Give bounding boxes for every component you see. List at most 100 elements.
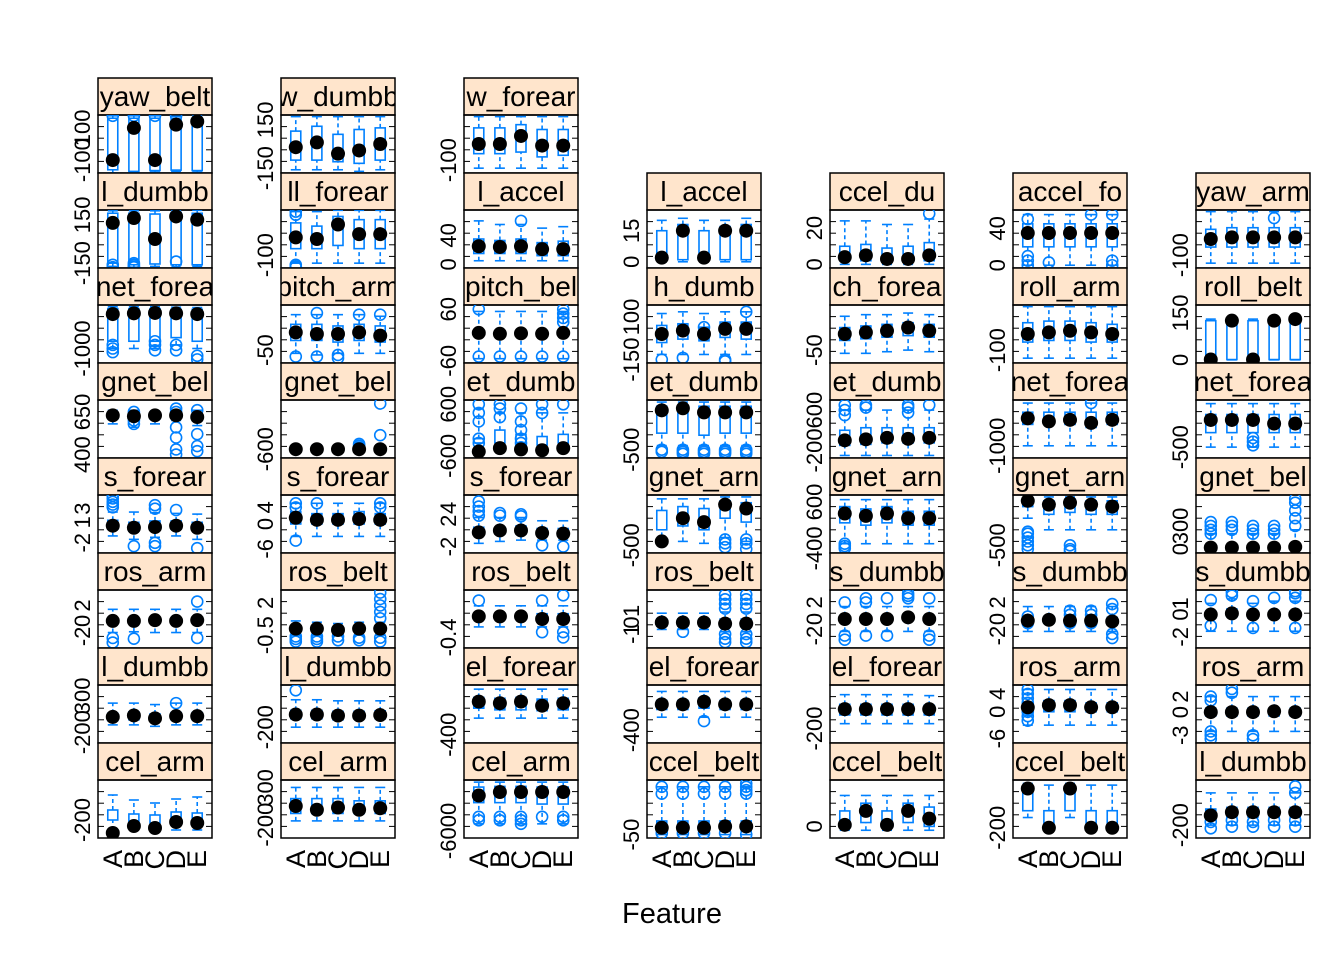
box-median-dot — [492, 696, 507, 711]
panel-strip — [829, 172, 945, 211]
box-outlier — [106, 495, 120, 502]
box-iqr — [494, 429, 506, 444]
box-median-dot — [880, 702, 894, 717]
panel-strip — [463, 362, 579, 401]
box-median-dot — [697, 327, 711, 341]
box-outlier — [1105, 258, 1119, 268]
panel-column: ABCDEaccel_fo040roll_arm-100net_forea-10… — [985, 172, 1130, 870]
box-outlier — [1063, 538, 1077, 552]
y-tick-label: 20 — [802, 216, 827, 240]
box-median-dot — [1105, 412, 1120, 427]
panel: ros_belt -0.4 — [436, 552, 579, 656]
panel: cel_arm -6000 — [436, 742, 579, 859]
box-median-dot — [837, 506, 852, 521]
panel: roll_belt 0 150 — [1168, 267, 1311, 366]
box-median-dot — [718, 321, 733, 336]
box-median-dot — [1063, 412, 1077, 427]
box-outlier — [556, 810, 570, 824]
box-median-dot — [373, 227, 388, 242]
box-iqr — [106, 117, 119, 171]
box-outlier — [1246, 728, 1260, 742]
panel: ros_arm -6 0 4 — [985, 647, 1128, 748]
panel-strip — [463, 457, 579, 496]
panel-strip-label: ros_belt — [288, 556, 388, 587]
panel-marks — [105, 305, 205, 363]
box-outlier — [169, 443, 183, 456]
category-tick-label: B — [1034, 850, 1064, 868]
box-outlier — [190, 595, 204, 608]
panel-marks — [288, 400, 388, 457]
box-median-dot — [654, 615, 669, 630]
box-outlier — [472, 415, 486, 428]
panel-marks — [654, 496, 754, 553]
y-tick-label: -50 — [802, 334, 827, 366]
panel-marks — [1203, 685, 1303, 743]
box-outlier — [190, 427, 204, 441]
box-median-dot — [105, 826, 120, 838]
box-median-dot — [739, 697, 754, 712]
box-outlier — [106, 631, 120, 645]
panel-strip-label: cel_arm — [288, 746, 388, 777]
panel-strip-label: net_forea — [1011, 366, 1130, 397]
panel-strip — [646, 172, 762, 211]
box-median-dot — [535, 242, 550, 257]
box-median-dot — [1288, 416, 1303, 431]
box-median-dot — [148, 408, 162, 423]
box-outlier — [1246, 732, 1260, 743]
box-median-dot — [1288, 805, 1303, 820]
box-median-dot — [352, 512, 367, 527]
panel-marks — [471, 495, 571, 553]
box-median-dot — [309, 327, 324, 341]
box-outlier — [472, 350, 486, 363]
box-outlier — [655, 780, 669, 794]
panel-strip — [1195, 172, 1311, 211]
panel: gnet_arn -400 600 — [802, 457, 945, 570]
y-tick-label: 0 — [1168, 608, 1193, 620]
y-tick-label: -50 — [253, 334, 278, 366]
box-median-dot — [1246, 412, 1260, 427]
box-median-dot — [471, 788, 486, 803]
box-median-dot — [105, 307, 120, 322]
box-median-dot — [1041, 612, 1056, 627]
box-outlier — [148, 502, 162, 515]
panel-strip-label: net_forea — [96, 271, 215, 302]
panel: et_dumb -600 600 — [436, 362, 579, 478]
panel-strip-label: yaw_belt — [100, 81, 211, 112]
y-tick-label: -1000 — [70, 320, 95, 376]
panel: l_accel 0 40 — [436, 172, 579, 271]
panel-strip-label: ros_arm — [1202, 651, 1305, 682]
box-outlier — [556, 305, 570, 316]
box-outlier — [472, 432, 486, 445]
box-outlier — [718, 602, 732, 615]
panel-strip — [463, 172, 579, 211]
box-outlier — [739, 783, 753, 797]
box-outlier — [190, 353, 204, 363]
y-tick-label: -0.4 — [436, 618, 461, 656]
category-tick-label: B — [485, 850, 515, 868]
box-outlier — [1288, 780, 1302, 793]
panel-strip — [1012, 172, 1128, 211]
panel-strip-label: el_forear — [649, 651, 760, 682]
panel-strip-label: gnet_bel — [1199, 461, 1306, 492]
box-median-dot — [718, 223, 733, 238]
box-median-dot — [697, 250, 711, 265]
box-median-dot — [309, 135, 324, 150]
y-tick-label: -100 — [253, 233, 278, 277]
box-median-dot — [675, 615, 690, 630]
box-median-dot — [535, 526, 550, 541]
box-outlier — [1084, 210, 1098, 221]
box-median-dot — [837, 817, 852, 832]
box-outlier — [472, 406, 486, 420]
box-outlier — [289, 210, 303, 222]
box-outlier — [289, 210, 303, 218]
box-outlier — [1246, 594, 1260, 608]
box-outlier — [169, 338, 183, 352]
panel-strip — [829, 647, 945, 686]
box-outlier — [1084, 400, 1098, 410]
box-outlier — [148, 539, 162, 553]
y-tick-label: -500 — [1168, 425, 1193, 469]
category-tick-label: D — [710, 850, 740, 870]
panel: accel_fo 0 40 — [985, 172, 1128, 271]
panel: ccel_belt -200 — [985, 742, 1128, 850]
